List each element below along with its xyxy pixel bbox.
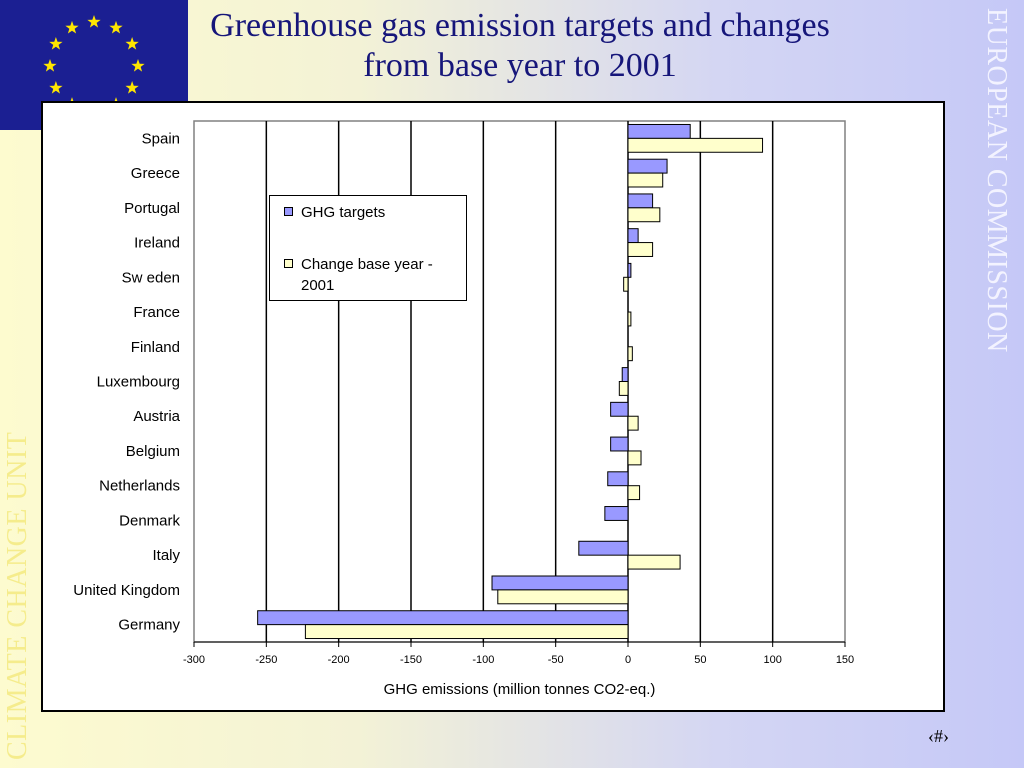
bar-change — [627, 415, 639, 431]
category-label: Austria — [133, 408, 180, 425]
slide-number: ‹#› — [928, 726, 949, 746]
legend-swatch-change — [284, 259, 293, 268]
legend-swatch-targets — [284, 207, 293, 216]
bar-targets — [627, 262, 632, 278]
bar-change — [627, 485, 641, 501]
flag-star — [49, 81, 63, 94]
category-label: Portugal — [124, 200, 180, 217]
bar-targets — [627, 123, 691, 139]
x-tick-label: -200 — [328, 654, 350, 666]
x-tick-label: -100 — [472, 654, 494, 666]
flag-star — [109, 20, 123, 34]
category-label: Sw eden — [122, 269, 180, 286]
category-label: Netherlands — [99, 478, 180, 495]
bar-change — [623, 276, 629, 292]
x-tick-label: 100 — [763, 654, 781, 666]
flag-star — [125, 81, 139, 94]
bar-targets — [491, 575, 629, 591]
flag-star — [43, 59, 57, 72]
x-tick-label: -300 — [183, 654, 205, 666]
flag-star — [87, 15, 101, 28]
category-label: Finland — [131, 339, 180, 356]
bar-change — [627, 207, 661, 223]
x-tick-label: 50 — [694, 654, 706, 666]
x-tick-label: 0 — [625, 654, 631, 666]
category-label: Ireland — [134, 235, 180, 252]
chart-legend: GHG targets Change base year - 2001 — [269, 195, 467, 301]
flag-star — [125, 37, 139, 50]
category-label: Germany — [118, 617, 180, 634]
bar-change — [618, 381, 629, 396]
climate-change-unit-label: CLIMATE CHANGE UNIT — [2, 431, 33, 760]
bar-change — [627, 137, 764, 153]
legend-label-change: Change base year - 2001 — [301, 256, 433, 294]
chart-frame: Spain Greece Portugal Ireland Sw eden France F… — [41, 101, 945, 712]
bar-targets — [604, 506, 629, 521]
flag-star — [65, 20, 79, 34]
category-label: Greece — [131, 165, 180, 182]
category-label: Belgium — [126, 443, 180, 460]
bar-change — [627, 172, 664, 188]
bar-targets — [257, 610, 629, 626]
bar-targets — [610, 436, 629, 452]
category-label: Italy — [152, 547, 180, 564]
x-tick-label: 150 — [836, 654, 854, 666]
x-tick-label: -150 — [400, 654, 422, 666]
bar-change — [497, 589, 629, 605]
bar-change — [627, 554, 681, 570]
x-tick-label: -50 — [548, 654, 564, 666]
legend-label-targets: GHG targets — [301, 204, 386, 221]
bar-targets — [627, 193, 654, 209]
bar-change — [627, 346, 633, 362]
bar-targets — [627, 158, 668, 174]
bar-targets — [610, 401, 629, 417]
flag-star — [131, 59, 145, 72]
slide-title: Greenhouse gas emission targets and chan… — [210, 7, 830, 84]
bar-chart: Spain Greece Portugal Ireland Sw eden France F… — [73, 120, 854, 698]
bar-change — [304, 624, 629, 640]
x-tick-label: -250 — [255, 654, 277, 666]
bar-change — [627, 242, 654, 257]
bar-targets — [621, 367, 629, 382]
category-label: Spain — [142, 130, 180, 147]
european-commission-label: EUROPEAN COMMISSION — [981, 8, 1012, 353]
bar-targets — [627, 228, 639, 244]
category-label: United Kingdom — [73, 582, 180, 599]
x-axis-title: GHG emissions (million tonnes CO2-eq.) — [384, 681, 656, 698]
bar-targets — [607, 471, 629, 487]
bar-change — [627, 450, 642, 466]
bar-change — [627, 311, 632, 327]
bar-targets — [578, 540, 629, 556]
category-label: France — [133, 304, 180, 321]
category-label: Denmark — [119, 512, 180, 529]
flag-star — [49, 37, 63, 50]
category-label: Luxembourg — [97, 374, 180, 391]
